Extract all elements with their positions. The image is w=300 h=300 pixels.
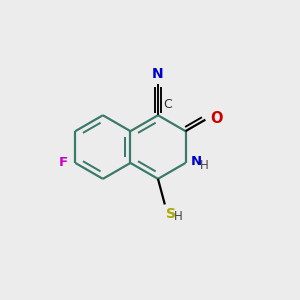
Text: N: N: [191, 155, 202, 168]
Text: O: O: [211, 111, 223, 126]
Text: H: H: [200, 159, 208, 172]
Text: F: F: [59, 157, 68, 169]
Text: S: S: [166, 207, 176, 221]
Text: H: H: [174, 210, 182, 223]
Text: C: C: [163, 98, 172, 111]
Text: N: N: [152, 67, 164, 80]
